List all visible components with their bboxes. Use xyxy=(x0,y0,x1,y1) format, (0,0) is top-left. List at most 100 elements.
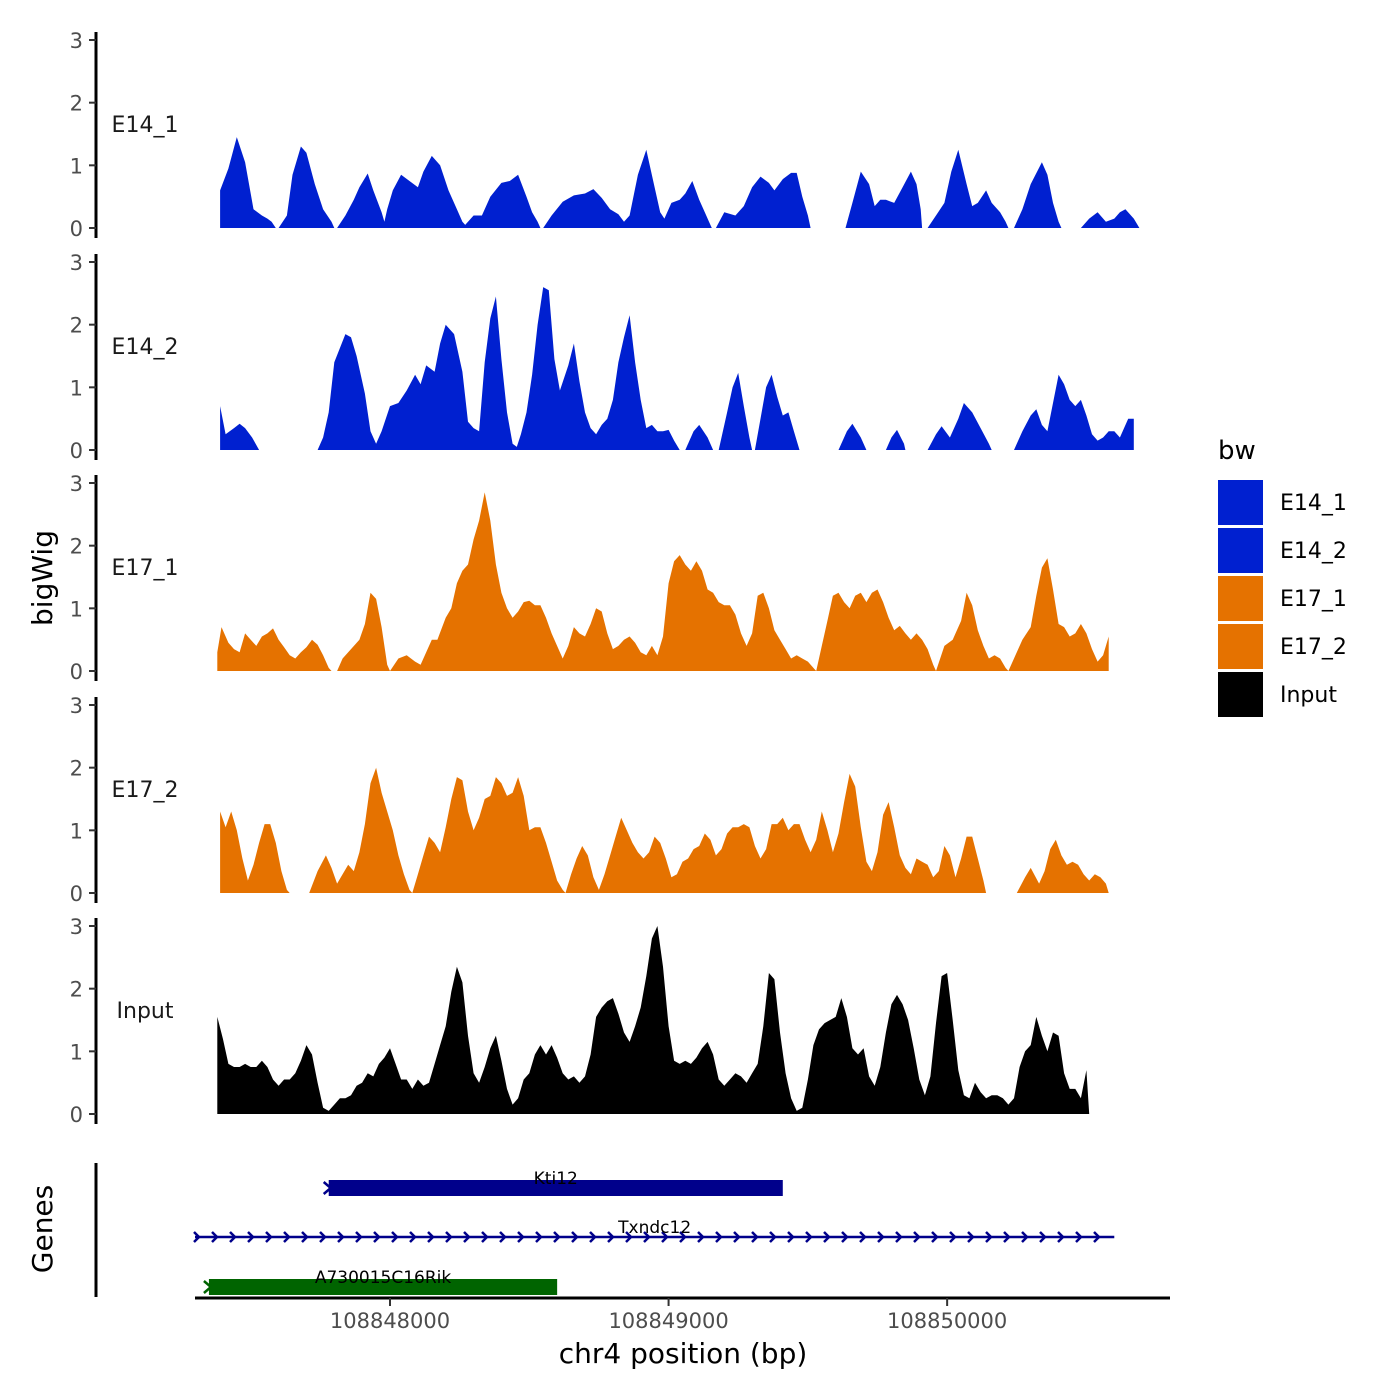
y-tick-label: 2 xyxy=(70,535,83,559)
area-e17-1-segment-2 xyxy=(390,492,817,671)
strand-arrow xyxy=(589,1231,597,1243)
strand-arrow xyxy=(877,1231,885,1243)
area-e17-1-segment-4 xyxy=(936,558,1109,671)
strand-arrow xyxy=(247,1231,255,1243)
y-tick-label: 3 xyxy=(70,694,83,718)
area-e14-1-segment-4 xyxy=(715,172,811,228)
track-e17-2: 0 1 2 3 E17_2 xyxy=(70,694,1109,906)
strand-arrow xyxy=(481,1231,489,1243)
area-e17-2-segment-2 xyxy=(412,777,566,893)
track-label-e14-1: E14_1 xyxy=(112,113,179,138)
legend-entry-e14-1: E14_1 xyxy=(1218,480,1347,525)
strand-arrow xyxy=(322,1181,333,1195)
strand-arrow xyxy=(913,1231,921,1243)
legend-entry-input: Input xyxy=(1218,672,1337,717)
strand-arrow xyxy=(949,1231,957,1243)
strand-arrow xyxy=(661,1231,669,1243)
area-e14-1-segment-0 xyxy=(220,137,276,228)
gene-label-txndc12: Txndc12 xyxy=(617,1218,691,1238)
gene-label-kti12: Kti12 xyxy=(534,1169,578,1189)
track-e17-1: 0 1 2 3 E17_1 xyxy=(70,472,1109,684)
area-e14-1-segment-6 xyxy=(927,149,1009,228)
strand-arrow xyxy=(283,1231,291,1243)
gene-kti12: Kti12 xyxy=(322,1169,783,1196)
genes-axis-title: Genes xyxy=(26,1185,59,1273)
strand-arrow xyxy=(823,1231,831,1243)
legend-swatch xyxy=(1218,672,1263,717)
x-tick-label: 108849000 xyxy=(608,1309,728,1333)
legend-label: E14_2 xyxy=(1280,539,1347,564)
legend-swatch xyxy=(1218,624,1263,669)
area-e14-2-segment-4 xyxy=(754,374,800,450)
strand-arrow xyxy=(203,1280,213,1294)
area-e14-2-segment-5 xyxy=(838,423,867,450)
strand-arrow xyxy=(427,1231,435,1243)
legend: bw E14_1 E14_2 E17_1 E17_2 Input xyxy=(1218,436,1347,717)
strand-arrow xyxy=(895,1231,903,1243)
strand-arrow xyxy=(985,1231,993,1243)
strand-arrow xyxy=(571,1231,579,1243)
track-label-input: Input xyxy=(117,999,174,1024)
track-input: 0 1 2 3 Input xyxy=(70,915,1090,1127)
strand-arrow xyxy=(967,1231,975,1243)
strand-arrow xyxy=(787,1231,795,1243)
area-e14-2-segment-7 xyxy=(927,403,992,450)
legend-entry-e14-2: E14_2 xyxy=(1218,528,1347,573)
gene-a730015c16rik: A730015C16Rik xyxy=(203,1268,558,1295)
strand-arrow xyxy=(211,1231,219,1243)
y-tick-label: 0 xyxy=(70,882,83,906)
y-tick-label: 0 xyxy=(70,439,83,463)
strand-arrow xyxy=(841,1231,849,1243)
track-label-e17-1: E17_1 xyxy=(112,556,179,581)
area-e14-1-segment-1 xyxy=(278,146,335,228)
strand-arrow xyxy=(319,1231,327,1243)
strand-arrow xyxy=(1093,1231,1101,1243)
y-tick-label: 1 xyxy=(70,597,83,621)
area-e17-1-segment-1 xyxy=(337,592,390,671)
strand-arrow xyxy=(715,1231,723,1243)
gene-label-a730015c16rik: A730015C16Rik xyxy=(315,1268,452,1288)
x-ticks-layer: 108848000 108849000 108850000 xyxy=(330,1298,1007,1333)
y-tick-label: 1 xyxy=(70,1040,83,1064)
strand-arrow xyxy=(535,1231,543,1243)
strand-arrow xyxy=(193,1231,201,1243)
y-tick-label: 0 xyxy=(70,660,83,684)
y-tick-label: 3 xyxy=(70,251,83,275)
area-e14-1-segment-2 xyxy=(337,155,541,228)
area-e14-1-segment-5 xyxy=(845,171,923,228)
area-e14-2-segment-3 xyxy=(718,372,753,450)
strand-arrow xyxy=(553,1231,561,1243)
x-axis-title: chr4 position (bp) xyxy=(559,1337,808,1370)
strand-arrow xyxy=(301,1231,309,1243)
area-e14-2-segment-0 xyxy=(220,406,260,450)
strand-arrow xyxy=(859,1231,867,1243)
strand-arrow xyxy=(1021,1231,1029,1243)
legend-label: E14_1 xyxy=(1280,491,1347,516)
tracks-layer: 0 1 2 3 E14_1 0 1 2 3 E14_2 0 1 2 3 E17_1 0 1 2 3 E17_2 0 1 2 3… xyxy=(70,29,1140,1127)
strand-arrow xyxy=(409,1231,417,1243)
area-e17-2-segment-1 xyxy=(309,767,413,893)
area-e17-2-segment-0 xyxy=(220,811,290,893)
y-tick-label: 3 xyxy=(70,915,83,939)
legend-swatch xyxy=(1218,480,1263,525)
gene-body-kti12 xyxy=(328,1180,783,1196)
y-tick-label: 2 xyxy=(70,314,83,338)
legend-entry-e17-2: E17_2 xyxy=(1218,624,1347,669)
genes-layer: Kti12 Txndc12 A730015C16Rik xyxy=(193,1169,1115,1295)
area-e14-2-segment-2 xyxy=(685,424,714,450)
strand-arrow xyxy=(445,1231,453,1243)
strand-arrow xyxy=(697,1231,705,1243)
y-axis-title: bigWig xyxy=(26,530,59,626)
gene-txndc12: Txndc12 xyxy=(193,1218,1115,1243)
y-tick-label: 2 xyxy=(70,92,83,116)
track-label-e17-2: E17_2 xyxy=(112,778,179,803)
track-label-e14-2: E14_2 xyxy=(112,335,179,360)
y-tick-label: 1 xyxy=(70,154,83,178)
y-tick-label: 1 xyxy=(70,819,83,843)
area-e14-1-segment-3 xyxy=(543,149,712,228)
strand-arrow xyxy=(751,1231,759,1243)
gene-body-a730015c16rik xyxy=(208,1279,558,1295)
y-tick-label: 0 xyxy=(70,217,83,241)
area-e17-1-segment-0 xyxy=(217,627,332,671)
strand-arrow xyxy=(499,1231,507,1243)
